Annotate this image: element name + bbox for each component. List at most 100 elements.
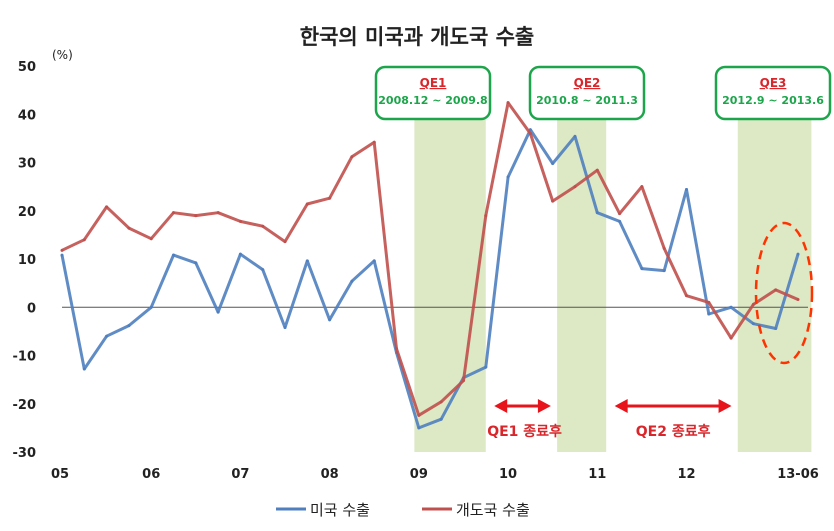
x-tick-label: 05 <box>51 467 69 482</box>
series-point <box>350 279 354 283</box>
series-point <box>707 312 711 316</box>
series-point <box>662 246 666 250</box>
series-point <box>640 185 644 189</box>
series-point <box>395 347 399 351</box>
y-tick-label: 0 <box>27 301 36 316</box>
qe-box-label: QE3 <box>760 76 787 90</box>
y-tick-label: 50 <box>18 60 36 75</box>
series-point <box>662 269 666 273</box>
gap-arrow-head-right <box>718 399 732 413</box>
qe-box-1 <box>374 65 492 121</box>
series-point <box>283 240 287 244</box>
series-point <box>127 324 131 328</box>
gap-arrow-head-right <box>537 399 551 413</box>
series-point <box>439 400 443 404</box>
series-point <box>796 252 800 256</box>
series-point <box>774 288 778 292</box>
x-tick-label: 12 <box>677 467 695 482</box>
series-point <box>729 305 733 309</box>
series-point <box>172 211 176 215</box>
series-point <box>595 211 599 215</box>
x-tick-label: 11 <box>588 467 606 482</box>
series-point <box>82 367 86 371</box>
series-point <box>194 214 198 218</box>
series-point <box>172 253 176 257</box>
series-point <box>484 365 488 369</box>
series-point <box>684 294 688 298</box>
chart-title: 한국의 미국과 개도국 수출 <box>300 25 534 49</box>
qe-box-range: 2010.8 ~ 2011.3 <box>536 94 638 107</box>
y-axis-unit: (%) <box>52 48 73 62</box>
series-point <box>372 140 376 144</box>
series-point <box>105 205 109 209</box>
series-point <box>216 310 220 314</box>
x-tick-label: 07 <box>231 467 249 482</box>
gap-arrow-head-left <box>494 399 508 413</box>
legend-label: 개도국 수출 <box>456 501 530 519</box>
series-point <box>216 211 220 215</box>
series-line-2 <box>61 101 799 417</box>
series-point <box>618 212 622 216</box>
qe-shade-2 <box>557 66 607 452</box>
gap-arrow-head-left <box>614 399 628 413</box>
series-point <box>506 175 510 179</box>
qe-shaded-periods <box>414 66 812 452</box>
series-point <box>328 196 332 200</box>
series-point <box>528 132 532 136</box>
legend: 미국 수출 개도국 수출 <box>276 501 530 519</box>
qe-box-2 <box>528 65 646 121</box>
series-point <box>372 259 376 263</box>
qe-box-range: 2008.12 ~ 2009.8 <box>378 94 487 107</box>
x-tick-label: 09 <box>410 467 428 482</box>
legend-label: 미국 수출 <box>310 501 370 519</box>
qe-box-label: QE2 <box>574 76 601 90</box>
qe-shade-1 <box>414 66 486 452</box>
series-lines <box>60 101 800 430</box>
x-tick-label: 10 <box>499 467 517 482</box>
y-tick-label: -10 <box>13 350 37 365</box>
y-tick-label: -20 <box>13 398 37 413</box>
series-line-1 <box>60 128 800 430</box>
series-point <box>751 302 755 306</box>
series-point <box>60 253 64 257</box>
qe-box-label: QE1 <box>420 76 447 90</box>
y-tick-label: 40 <box>18 108 36 123</box>
axes: 50 40 30 20 10 0 -10 -20 -30 05 06 07 08 09 10 11 12 13-0… <box>13 60 819 482</box>
series-point <box>417 413 421 417</box>
series-point <box>506 101 510 105</box>
series-point <box>238 252 242 256</box>
series-point <box>328 318 332 322</box>
series-point <box>796 298 800 302</box>
series-point <box>439 417 443 421</box>
series-point <box>261 268 265 272</box>
series-point <box>595 168 599 172</box>
series-point <box>261 224 265 228</box>
series-point <box>461 379 465 383</box>
series-point <box>194 261 198 265</box>
series-point <box>238 219 242 223</box>
series-point <box>684 188 688 192</box>
x-tick-label: 08 <box>321 467 339 482</box>
series-point <box>573 185 577 189</box>
series-point <box>551 199 555 203</box>
series-point <box>149 237 153 241</box>
qe-shade-3 <box>737 66 812 452</box>
series-point <box>729 336 733 340</box>
y-tick-label: 20 <box>18 205 36 220</box>
series-point <box>60 248 64 252</box>
series-point <box>350 155 354 159</box>
gap-annotation-label: QE1 종료후 <box>487 424 562 440</box>
y-tick-label: 10 <box>18 253 36 268</box>
y-tick-label: 30 <box>18 157 36 172</box>
qe-box-range: 2012.9 ~ 2013.6 <box>722 94 824 107</box>
series-point <box>305 202 309 206</box>
series-point <box>774 326 778 330</box>
x-tick-label: 13-06 <box>777 467 819 482</box>
series-point <box>640 267 644 271</box>
series-point <box>127 226 131 230</box>
series-point <box>573 134 577 138</box>
gap-annotation-label: QE2 종료후 <box>636 424 711 440</box>
series-point <box>149 305 153 309</box>
